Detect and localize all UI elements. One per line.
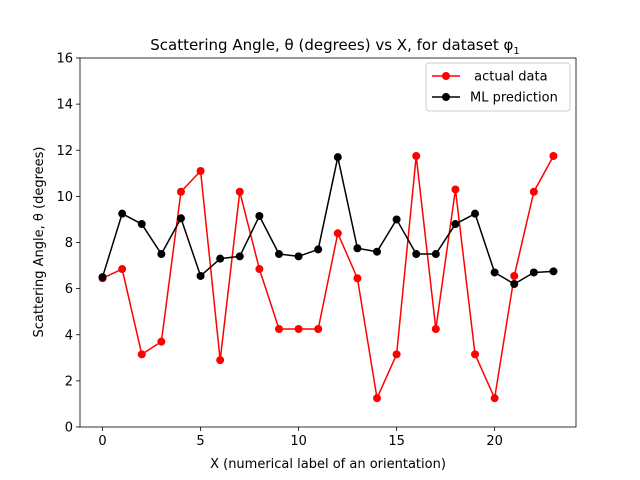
data-point — [118, 209, 127, 218]
data-point — [255, 211, 264, 220]
data-point — [412, 250, 421, 259]
data-point — [549, 267, 558, 276]
x-tick-label: 0 — [98, 434, 106, 449]
y-axis-label: Scattering Angle, θ (degrees) — [32, 147, 47, 338]
data-point — [137, 220, 146, 229]
data-point — [235, 252, 244, 261]
series-actual-data — [98, 152, 558, 403]
data-point — [451, 220, 460, 229]
y-tick-label: 12 — [56, 144, 73, 159]
data-point — [196, 271, 205, 280]
data-point — [510, 280, 519, 289]
y-tick-label: 14 — [56, 98, 73, 113]
data-point — [510, 271, 519, 280]
data-point — [274, 324, 283, 333]
legend-marker — [442, 93, 450, 101]
data-point — [490, 394, 499, 403]
data-point — [216, 356, 225, 365]
y-tick-label: 16 — [56, 52, 73, 67]
data-point — [137, 350, 146, 359]
data-point — [294, 252, 303, 261]
series-line — [101, 156, 554, 285]
plot-area — [79, 57, 577, 428]
data-point — [157, 337, 166, 346]
legend-label: actual data — [470, 70, 548, 85]
data-point — [333, 153, 342, 162]
data-point — [274, 250, 283, 259]
data-point — [392, 350, 401, 359]
data-point — [373, 247, 382, 256]
legend-label: ML prediction — [470, 91, 558, 106]
x-tick-label: 10 — [290, 434, 307, 449]
data-point — [373, 394, 382, 403]
data-point — [549, 152, 558, 161]
x-axis-label: X (numerical label of an orientation) — [210, 457, 446, 472]
series-line — [102, 155, 555, 399]
y-axis-ticks: 0 2 4 6 8 10 12 14 16 — [56, 52, 80, 436]
data-point — [431, 324, 440, 333]
y-tick-label: 0 — [65, 421, 73, 436]
data-point — [255, 265, 264, 274]
data-point — [392, 215, 401, 224]
data-point — [196, 167, 205, 176]
data-point — [294, 324, 303, 333]
legend: actual data ML prediction — [425, 62, 571, 112]
data-point — [353, 274, 362, 283]
data-point — [314, 324, 323, 333]
legend-marker — [442, 72, 450, 80]
data-point — [176, 187, 185, 196]
data-point — [314, 245, 323, 254]
x-tick-label: 5 — [196, 434, 204, 449]
data-point — [490, 268, 499, 277]
data-point — [431, 250, 440, 259]
y-tick-label: 8 — [65, 236, 73, 251]
data-point — [333, 229, 342, 238]
y-tick-label: 6 — [65, 282, 73, 297]
data-point — [353, 244, 362, 253]
data-point — [471, 350, 480, 359]
data-point — [235, 187, 244, 196]
data-point — [529, 187, 538, 196]
data-point — [471, 209, 480, 218]
data-point — [157, 250, 166, 259]
data-point — [176, 214, 185, 223]
data-point — [529, 268, 538, 277]
data-point — [118, 265, 127, 274]
y-tick-label: 2 — [65, 374, 73, 389]
x-tick-label: 15 — [388, 434, 405, 449]
y-tick-label: 4 — [65, 328, 73, 343]
chart-title: Scattering Angle, θ (degrees) vs X, for … — [150, 36, 520, 57]
chart-title-subscript: 1 — [513, 46, 519, 57]
y-tick-label: 10 — [56, 190, 73, 205]
data-point — [98, 273, 107, 282]
data-point — [216, 254, 225, 263]
legend-box — [425, 62, 571, 112]
x-tick-label: 20 — [486, 434, 503, 449]
chart-title-main: Scattering Angle, θ (degrees) vs X, for … — [150, 36, 513, 54]
data-point — [451, 185, 460, 194]
x-axis-ticks: 0 5 10 15 20 — [98, 427, 503, 449]
series-ml-prediction — [98, 153, 558, 289]
data-point — [412, 152, 421, 161]
